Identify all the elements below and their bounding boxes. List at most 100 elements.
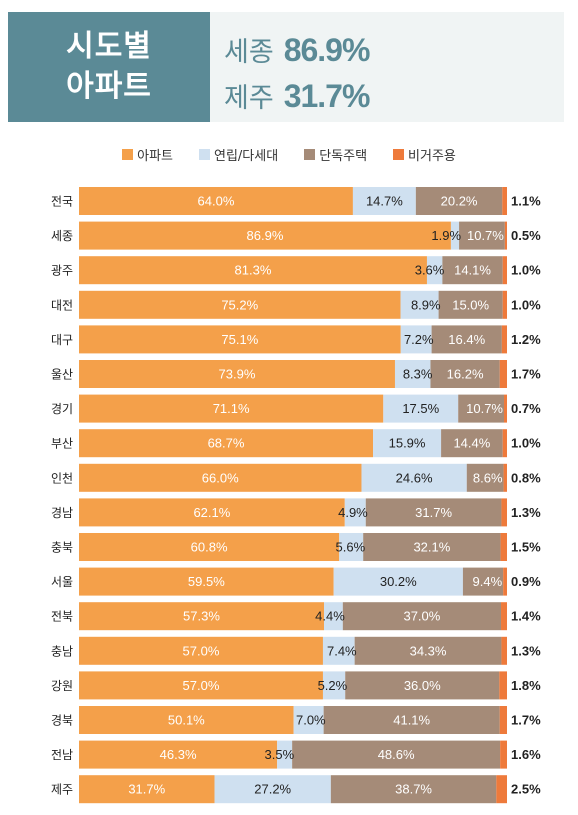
data-label-rowhouse: 4.9% (338, 505, 368, 520)
header-stats-box: 세종 86.9% 제주 31.7% (210, 12, 564, 122)
data-label-apartment: 57.0% (183, 643, 220, 658)
data-label-nonresidential: 1.8% (511, 678, 541, 693)
data-label-nonresidential: 1.6% (511, 747, 541, 762)
data-label-nonresidential: 1.0% (511, 297, 541, 312)
bar-segment-detached (431, 325, 502, 354)
bar-segment-rowhouse (277, 740, 293, 769)
data-label-nonresidential: 1.0% (511, 436, 541, 451)
bar-segment-apartment (79, 533, 340, 561)
bar-row: 경남 62.1% 4.9% 31.7% 1.3% (51, 498, 541, 527)
legend-item-nonresidential: 비거주용 (393, 145, 456, 164)
bar-segment-nonresidential (501, 325, 507, 354)
bar-segment-rowhouse (352, 187, 416, 215)
data-label-nonresidential: 0.8% (511, 470, 541, 485)
bar-segment-detached (441, 429, 503, 458)
bar-row: 울산 73.9% 8.3% 16.2% 1.7% (51, 360, 541, 388)
bar-row: 전남 46.3% 3.5% 48.6% 1.6% (51, 740, 541, 769)
data-label-detached: 41.1% (393, 713, 430, 728)
bar-row: 충남 57.0% 7.4% 34.3% 1.3% (51, 636, 541, 665)
bar-segment-detached (330, 775, 497, 804)
bar-row: 강원 57.0% 5.2% 36.0% 1.8% (51, 671, 541, 700)
category-label: 제주 (51, 783, 73, 797)
data-label-rowhouse: 17.5% (402, 401, 439, 416)
stat-sejong-value: 86.9% (283, 32, 371, 68)
bar-segment-rowhouse (293, 706, 324, 734)
data-label-nonresidential: 1.7% (511, 367, 541, 382)
data-label-nonresidential: 1.3% (511, 505, 541, 520)
bar-segment-rowhouse (214, 775, 331, 804)
bar-segment-rowhouse (426, 256, 443, 285)
data-label-detached: 31.7% (415, 505, 452, 520)
data-label-apartment: 64.0% (198, 194, 235, 209)
bar-segment-rowhouse (339, 533, 364, 561)
data-label-rowhouse: 27.2% (254, 782, 291, 797)
stat-jeju-name: 제주 (224, 83, 274, 114)
chart-legend: 아파트 연립/다세대 단독주택 비거주용 (0, 145, 578, 164)
bar-segment-apartment (79, 671, 323, 700)
data-label-detached: 38.7% (395, 782, 432, 797)
category-label: 전국 (51, 195, 73, 209)
bar-segment-nonresidential (501, 602, 507, 631)
data-label-rowhouse: 4.4% (315, 609, 345, 624)
data-label-rowhouse: 3.5% (265, 747, 295, 762)
bar-segment-nonresidential (503, 567, 507, 596)
bar-segment-rowhouse (400, 325, 432, 354)
stat-jeju: 제주 31.7% (224, 76, 371, 115)
data-label-detached: 8.6% (473, 470, 503, 485)
bar-segment-rowhouse (322, 671, 346, 700)
data-label-detached: 10.7% (467, 228, 504, 243)
data-label-nonresidential: 1.1% (511, 194, 541, 209)
bar-segment-detached (354, 636, 502, 665)
legend-label-rowhouse: 연립/다세대 (214, 149, 279, 164)
bar-segment-detached (458, 394, 505, 423)
bar-segment-detached (466, 463, 504, 492)
bar-row: 경북 50.1% 7.0% 41.1% 1.7% (51, 706, 541, 734)
bar-row: 경기 71.1% 17.5% 10.7% 0.7% (51, 394, 541, 423)
legend-label-nonresidential: 비거주용 (408, 149, 456, 164)
header-title-box: 시도별 아파트 (8, 12, 210, 122)
data-label-apartment: 73.9% (219, 367, 256, 382)
bar-segment-nonresidential (499, 706, 507, 734)
data-label-apartment: 50.1% (168, 713, 205, 728)
legend-item-rowhouse: 연립/다세대 (199, 145, 278, 164)
stat-jeju-value: 31.7% (283, 78, 371, 114)
bar-row: 충북 60.8% 5.6% 32.1% 1.5% (51, 533, 541, 561)
data-label-rowhouse: 8.3% (403, 367, 433, 382)
category-label: 강원 (51, 679, 73, 693)
bar-segment-apartment (79, 394, 384, 423)
bar-segment-detached (365, 498, 502, 527)
category-label: 인천 (51, 470, 73, 485)
data-label-nonresidential: 0.9% (511, 574, 541, 589)
bar-segment-apartment (79, 706, 294, 734)
bar-segment-apartment (79, 325, 401, 354)
bar-segment-apartment (79, 187, 353, 215)
data-label-apartment: 57.3% (183, 609, 220, 624)
legend-label-detached: 단독주택 (319, 149, 368, 164)
data-label-nonresidential: 1.4% (511, 609, 541, 624)
data-label-rowhouse: 7.2% (404, 332, 434, 347)
bar-segment-apartment (79, 636, 323, 665)
data-label-nonresidential: 2.5% (511, 782, 541, 797)
bar-segment-apartment (79, 740, 278, 769)
data-label-apartment: 60.8% (191, 540, 228, 555)
bar-segment-apartment (79, 602, 324, 631)
bar-segment-nonresidential (496, 775, 507, 804)
bar-segment-apartment (79, 567, 334, 596)
data-label-nonresidential: 0.7% (511, 401, 541, 416)
data-label-detached: 14.4% (453, 436, 490, 451)
data-label-apartment: 59.5% (188, 574, 225, 589)
legend-item-apartment: 아파트 (122, 145, 173, 164)
data-label-apartment: 86.9% (247, 228, 284, 243)
data-label-rowhouse: 7.4% (327, 643, 357, 658)
data-label-detached: 14.1% (454, 263, 491, 278)
bar-row: 제주 31.7% 27.2% 38.7% 2.5% (51, 775, 541, 804)
bar-segment-apartment (79, 290, 401, 319)
bar-segment-rowhouse (400, 290, 439, 319)
data-label-nonresidential: 1.2% (511, 332, 541, 347)
data-label-detached: 20.2% (441, 194, 478, 209)
data-label-detached: 36.0% (404, 678, 441, 693)
bar-segment-detached (415, 187, 503, 215)
data-label-rowhouse: 1.9% (431, 228, 461, 243)
data-label-rowhouse: 14.7% (366, 194, 403, 209)
